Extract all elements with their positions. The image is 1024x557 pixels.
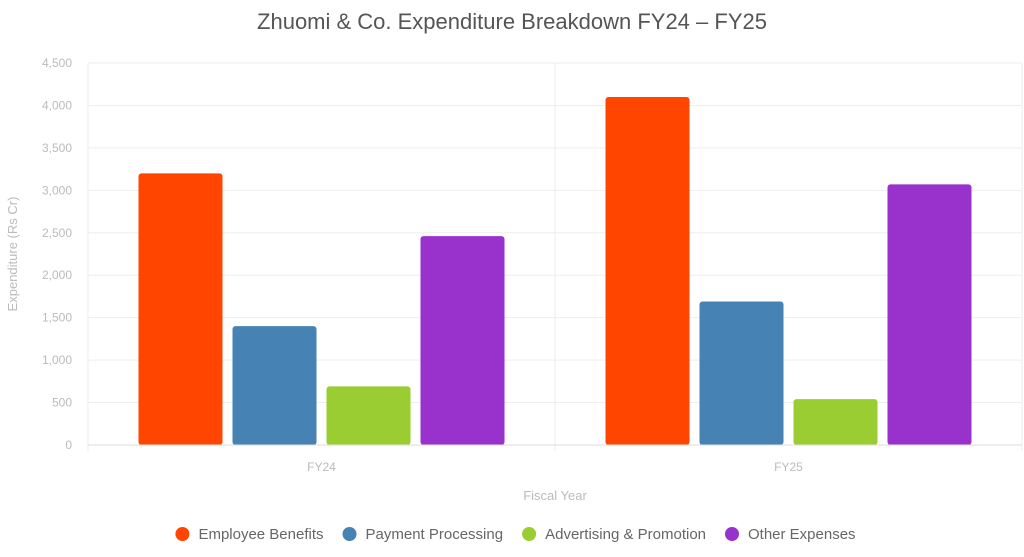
legend-marker	[522, 527, 537, 541]
x-axis-title: Fiscal Year	[523, 488, 587, 503]
x-tick-label: FY24	[307, 460, 336, 474]
legend-item[interactable]: Payment Processing	[342, 526, 504, 543]
y-axis-title: Expenditure (Rs Cr)	[5, 197, 20, 312]
y-tick-label: 3,000	[42, 183, 72, 197]
bar-other-expenses-fy25[interactable]	[887, 184, 972, 445]
bar-employee-benefits-fy25[interactable]	[605, 96, 690, 445]
bar-other-expenses-fy24[interactable]	[420, 236, 505, 445]
y-tick-label: 3,500	[42, 141, 72, 155]
legend[interactable]: Employee Benefits Payment Processing Adver…	[175, 526, 856, 543]
bars	[138, 96, 972, 445]
legend-item[interactable]: Other Expenses	[725, 526, 856, 543]
gridlines	[87, 62, 1023, 451]
y-tick-label: 1,000	[42, 353, 72, 367]
legend-label: Advertising & Promotion	[545, 526, 706, 543]
legend-item[interactable]: Advertising & Promotion	[522, 526, 706, 543]
legend-marker	[342, 527, 357, 541]
legend-label: Other Expenses	[748, 526, 856, 543]
y-tick-label: 4,500	[42, 56, 72, 70]
legend-label: Employee Benefits	[198, 526, 323, 543]
bar-payment-processing-fy25[interactable]	[699, 301, 784, 445]
y-tick-label: 500	[52, 396, 72, 410]
y-tick-label: 2,000	[42, 268, 72, 282]
legend-label: Payment Processing	[366, 526, 504, 543]
x-axis: FY24 FY25	[307, 460, 803, 474]
legend-marker	[175, 527, 190, 541]
bar-advertising-promotion-fy24[interactable]	[326, 386, 411, 445]
bar-advertising-promotion-fy25[interactable]	[793, 399, 878, 445]
y-axis: 0 500 1,000 1,500 2,000 2,500 3,000 3,500 4,000 4…	[42, 56, 72, 452]
bar-employee-benefits-fy24[interactable]	[138, 173, 223, 445]
chart-title: Zhuomi & Co. Expenditure Breakdown FY24 …	[257, 9, 767, 34]
y-tick-label: 1,500	[42, 311, 72, 325]
y-tick-label: 0	[65, 438, 72, 452]
legend-marker	[725, 527, 739, 541]
legend-item[interactable]: Employee Benefits	[175, 526, 324, 543]
y-tick-label: 2,500	[42, 226, 72, 240]
x-tick-label: FY25	[774, 460, 803, 474]
bar-payment-processing-fy24[interactable]	[232, 326, 317, 445]
y-tick-label: 4,000	[42, 98, 72, 112]
